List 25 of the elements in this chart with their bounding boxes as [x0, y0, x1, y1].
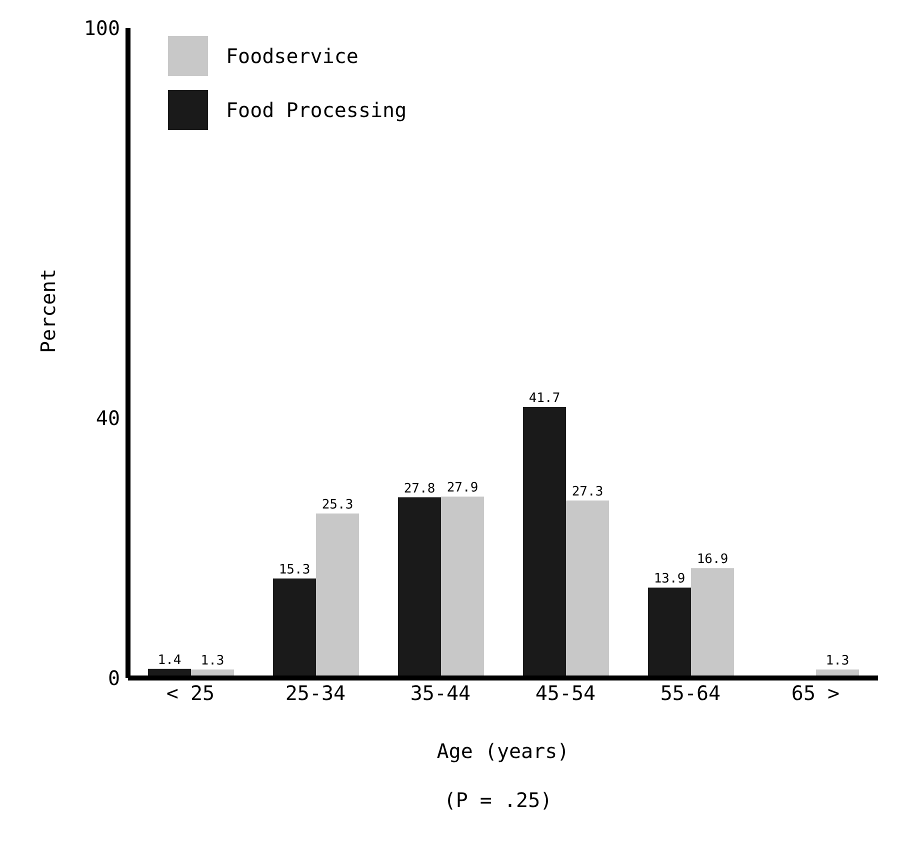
data-label: 25.3	[322, 498, 354, 513]
data-label: 1.4	[158, 652, 182, 668]
data-label: 13.9	[654, 572, 686, 587]
x-tick-label: < 25	[166, 681, 215, 706]
data-label: 27.3	[572, 484, 604, 500]
text: (P = .25)	[442, 788, 554, 812]
x-tick-label: 55-64	[660, 681, 721, 706]
data-label: 16.9	[696, 552, 728, 568]
x-tick-label: 25-34	[285, 681, 346, 706]
y-axis-title: Percent	[36, 268, 60, 353]
data-label: 41.7	[528, 390, 560, 406]
x-tick-label: 65 >	[791, 681, 840, 706]
data-label: 15.3	[278, 562, 310, 578]
x-tick-label: 45-54	[535, 681, 596, 706]
legend-label: Foodservice	[226, 44, 358, 68]
data-label: 1.3	[200, 654, 224, 669]
y-tick-label: 40	[96, 406, 120, 430]
legend-label: Food Processing	[226, 98, 407, 122]
y-tick-label: 0	[108, 666, 120, 690]
x-tick-label: 35-44	[410, 681, 471, 706]
data-label: 27.8	[404, 481, 436, 496]
y-tick-label: 100	[84, 16, 120, 40]
x-axis-title: Age (years)	[436, 739, 570, 763]
data-label: 27.9	[446, 480, 478, 496]
data-label: 1.3	[826, 654, 850, 669]
